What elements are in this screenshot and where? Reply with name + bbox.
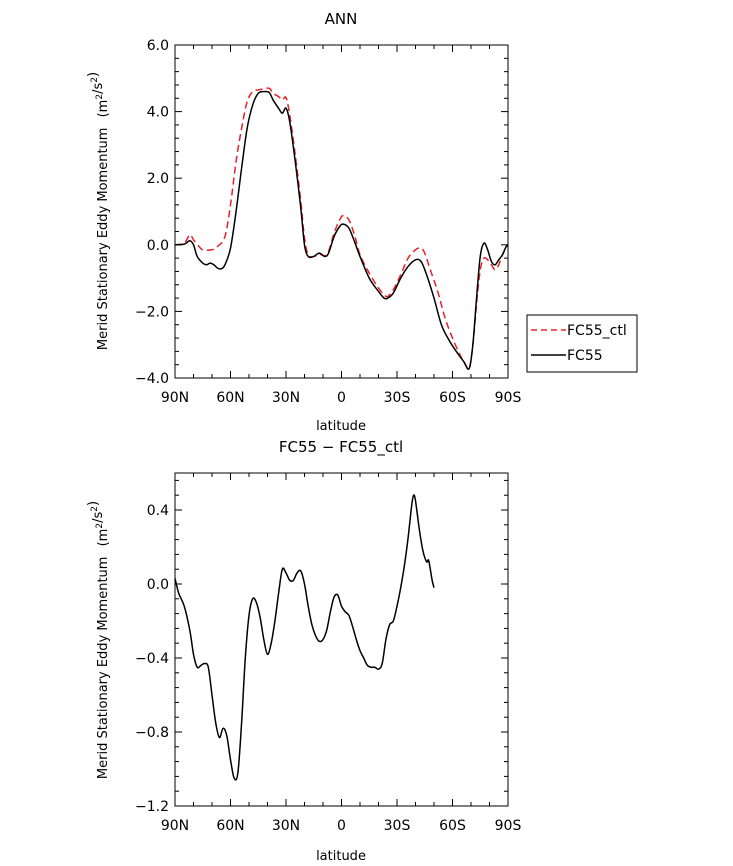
p2-y-tick-label: 0.4 <box>147 503 169 519</box>
top-series-lines <box>174 87 509 371</box>
p1-y-tick-label: 6.0 <box>147 38 169 54</box>
top-chart-title: ANN <box>325 10 358 28</box>
top-y-axis-label-text: Merid Stationary Eddy Momentum <box>96 128 111 351</box>
p2-y-tick-label: −0.4 <box>135 651 169 667</box>
top-y-axis-unit: (m2/s2) <box>86 72 111 117</box>
p1-y-tick-label: −2.0 <box>135 304 169 320</box>
panel-bottom: FC55 − FC55_ctl 90N 60N 30N 0 30S 60S 90S −1.2… <box>86 438 521 864</box>
top-x-tick-labels: 90N 60N 30N 0 30S 60S 90S <box>161 390 522 406</box>
top-axis-ticks <box>174 44 509 379</box>
p1-x-tick-label: 60S <box>439 390 466 406</box>
bottom-x-axis-label: latitude <box>316 849 366 864</box>
legend-box <box>526 314 638 373</box>
p1-x-tick-label: 30N <box>272 390 300 406</box>
p1-x-tick-label: 90S <box>495 390 522 406</box>
top-x-axis-label: latitude <box>316 419 366 434</box>
bottom-plot-frame <box>174 472 509 807</box>
p1-y-tick-label: −4.0 <box>135 371 169 387</box>
p2-x-tick-label: 30S <box>384 818 411 834</box>
bottom-y-axis-label-text: Merid Stationary Eddy Momentum <box>96 557 111 780</box>
panel-top: ANN 90N 60N 30N 0 30S 60S 90S −4.0 −2.0 0.0 2.0 4.… <box>86 10 638 434</box>
bottom-y-axis-label: Merid Stationary Eddy Momentum (m2/s2) <box>86 501 111 779</box>
p1-series-fc55-ctl-line <box>174 87 509 371</box>
p1-x-tick-label: 90N <box>161 390 189 406</box>
p1-y-tick-label: 0.0 <box>147 238 169 254</box>
p1-x-tick-label: 30S <box>384 390 411 406</box>
p1-x-tick-label: 0 <box>337 390 346 406</box>
p1-series-fc55-line <box>174 90 509 371</box>
p2-x-tick-label: 90N <box>161 818 189 834</box>
top-y-axis-label: Merid Stationary Eddy Momentum (m2/s2) <box>86 72 111 350</box>
p2-x-tick-label: 90S <box>495 818 522 834</box>
bottom-y-tick-labels: −1.2 −0.8 −0.4 0.0 0.4 <box>135 503 169 815</box>
p1-x-tick-label: 60N <box>216 390 244 406</box>
p2-x-tick-label: 60S <box>439 818 466 834</box>
legend-label-fc55: FC55 <box>567 348 603 364</box>
p2-x-tick-label: 60N <box>216 818 244 834</box>
p2-x-tick-label: 0 <box>337 818 346 834</box>
top-y-tick-labels: −4.0 −2.0 0.0 2.0 4.0 6.0 <box>135 38 169 387</box>
bottom-x-tick-labels: 90N 60N 30N 0 30S 60S 90S <box>161 818 522 834</box>
bottom-axis-ticks <box>174 473 509 807</box>
p1-y-tick-label: 4.0 <box>147 105 169 121</box>
p1-y-tick-label: 2.0 <box>147 171 169 187</box>
bottom-series-lines <box>174 494 435 781</box>
top-plot-frame <box>174 44 509 379</box>
bottom-chart-title: FC55 − FC55_ctl <box>279 438 403 457</box>
p2-x-tick-label: 30N <box>272 818 300 834</box>
legend-label-fc55-ctl: FC55_ctl <box>567 323 627 339</box>
p2-series-0-line <box>174 494 435 781</box>
p2-y-tick-label: −1.2 <box>135 799 169 815</box>
legend: FC55_ctl FC55 <box>526 314 638 373</box>
p2-y-tick-label: −0.8 <box>135 725 169 741</box>
p2-y-tick-label: 0.0 <box>147 577 169 593</box>
bottom-y-axis-unit: (m2/s2) <box>86 501 111 546</box>
